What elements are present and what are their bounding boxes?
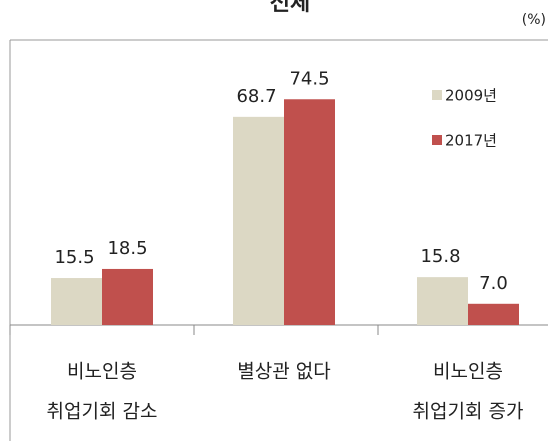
- bar: [102, 268, 153, 325]
- unit-label: (%): [522, 12, 546, 28]
- legend-label: 2009년: [445, 87, 497, 105]
- legend-label: 2017년: [445, 132, 497, 150]
- value-label: 74.5: [289, 68, 329, 89]
- x-tick-label: 취업기회 증가: [413, 401, 524, 423]
- value-label: 15.8: [420, 246, 460, 267]
- x-tick-label: 비노인층: [67, 361, 137, 383]
- bar: [284, 99, 335, 325]
- x-tick-label: 비노인층: [433, 361, 503, 383]
- value-label: 7.0: [479, 273, 508, 294]
- value-label: 15.5: [54, 247, 94, 268]
- value-label: 18.5: [107, 238, 147, 259]
- x-tick-label: 별상관 없다: [237, 361, 330, 383]
- bar: [468, 303, 519, 325]
- legend-swatch: [432, 90, 442, 100]
- bar: [233, 116, 284, 326]
- bar: [51, 278, 102, 325]
- x-tick-label: 취업기회 감소: [47, 401, 158, 423]
- value-label: 68.7: [236, 86, 276, 107]
- chart-title: 전체: [270, 0, 310, 16]
- legend-swatch: [432, 135, 442, 145]
- bar: [417, 277, 468, 325]
